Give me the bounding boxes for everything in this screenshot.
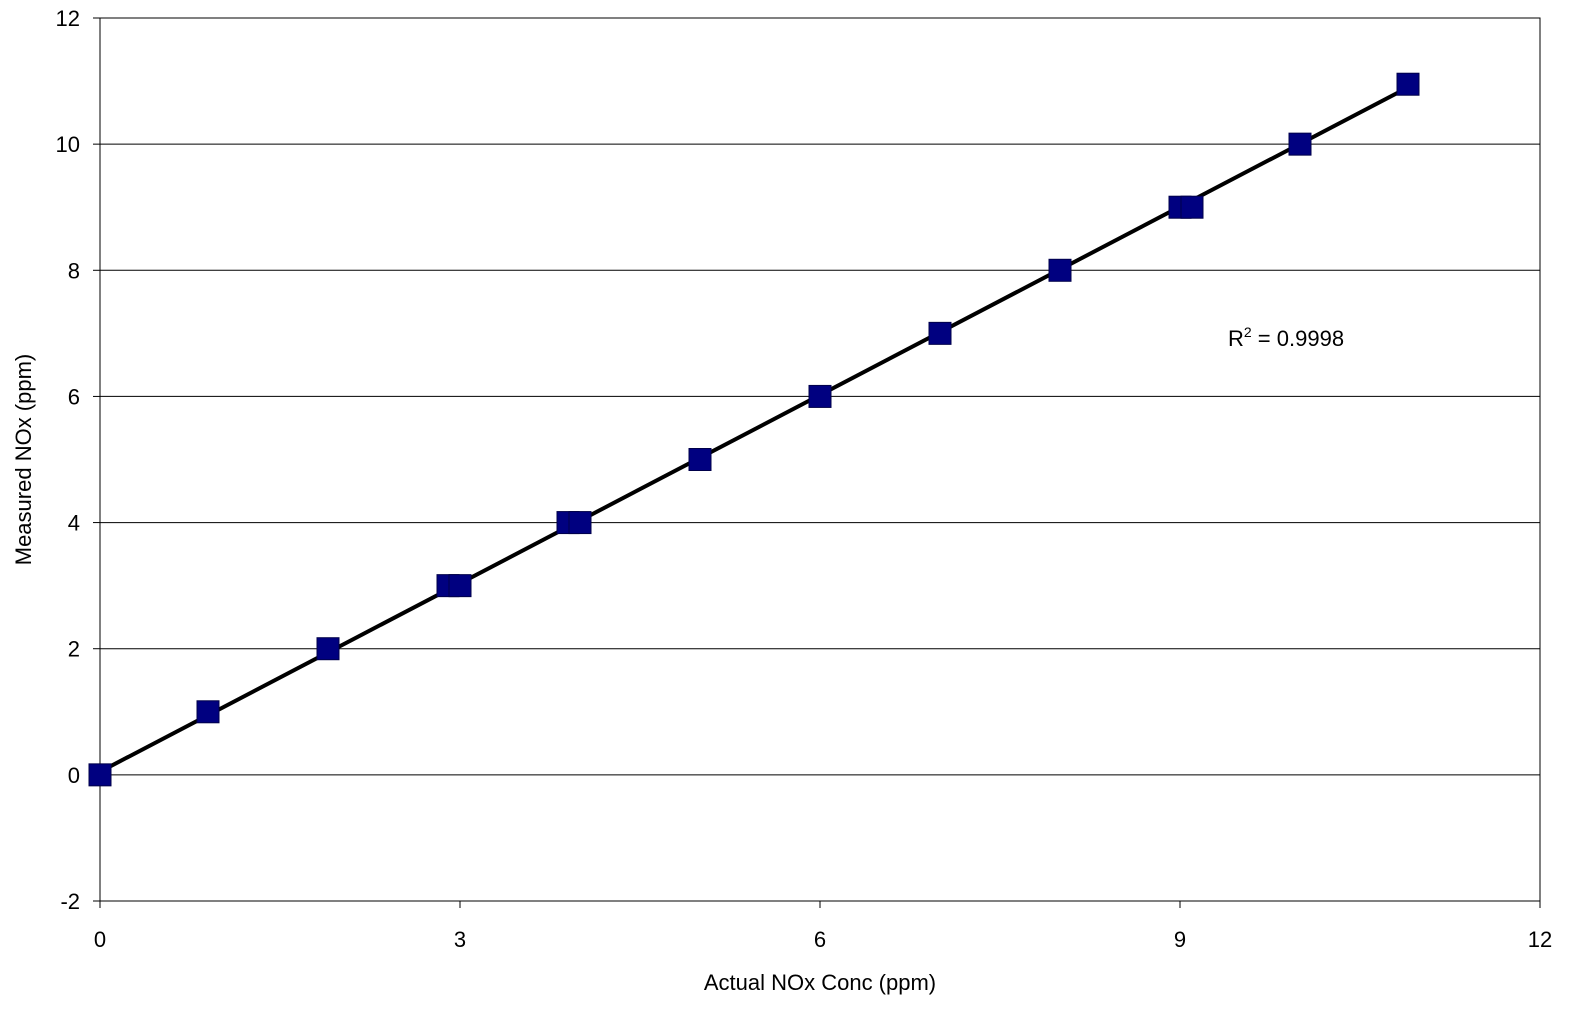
data-point [1048, 258, 1072, 282]
x-tick-label: 3 [454, 927, 466, 952]
y-tick-label: 6 [68, 384, 80, 409]
data-points [88, 72, 1420, 787]
y-tick-label: 4 [68, 511, 80, 536]
y-axis-title: Measured NOx (ppm) [11, 354, 36, 566]
r-squared-annotation: R2 = 0.9998 [1228, 324, 1344, 351]
r-squared-superscript: 2 [1244, 324, 1252, 340]
y-tick-label: 2 [68, 637, 80, 662]
r-squared-value: = 0.9998 [1252, 326, 1344, 351]
plot-area [99, 17, 1541, 902]
data-point [1396, 72, 1420, 96]
x-tick-label: 6 [814, 927, 826, 952]
data-point [1180, 195, 1204, 219]
y-tick-label: 0 [68, 763, 80, 788]
data-point [448, 574, 472, 598]
y-tick-label: 12 [56, 6, 80, 31]
data-point [88, 763, 112, 787]
y-tick-label: 8 [68, 258, 80, 283]
data-point [568, 511, 592, 535]
x-axis-title: Actual NOx Conc (ppm) [704, 970, 936, 995]
trendline [99, 85, 1409, 774]
tick-labels: -2 0 2 4 6 8 10 12 0 3 6 9 12 [56, 6, 1553, 952]
data-point [808, 384, 832, 408]
x-tick-label: 12 [1528, 927, 1552, 952]
trendline-layer [99, 85, 1409, 774]
data-point [1288, 132, 1312, 156]
y-tick-label: 10 [56, 132, 80, 157]
data-point [688, 448, 712, 471]
data-point [316, 637, 340, 661]
data-point [928, 321, 952, 345]
x-tick-label: 0 [94, 927, 106, 952]
y-tick-label: -2 [60, 889, 80, 914]
axes [93, 17, 1541, 908]
data-point [196, 700, 220, 724]
grid-layer [100, 143, 1540, 776]
r-squared-label: R [1228, 326, 1244, 351]
x-tick-label: 9 [1174, 927, 1186, 952]
